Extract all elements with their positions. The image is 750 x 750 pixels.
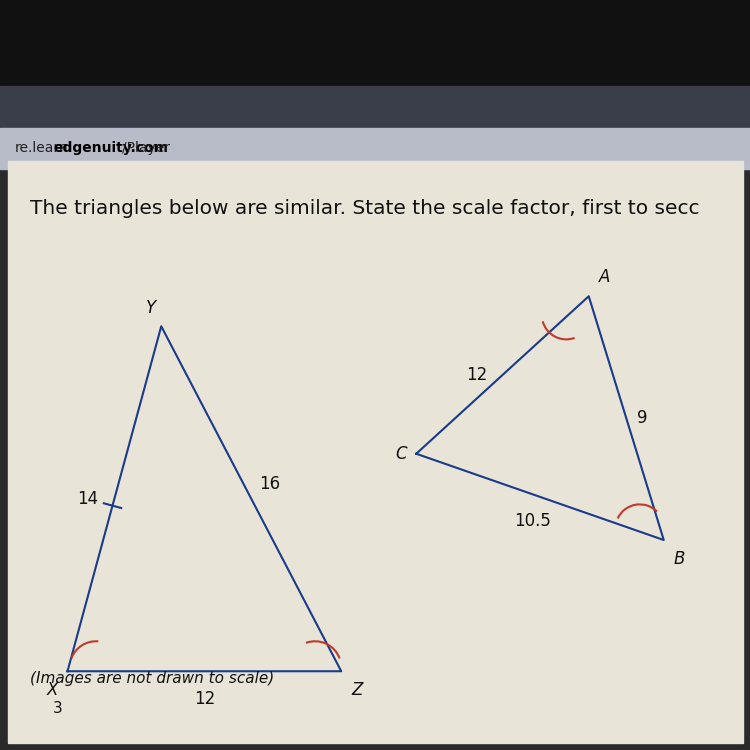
- Bar: [0, 86, 750, 128]
- Text: re.learn.: re.learn.: [15, 141, 73, 155]
- Text: 9: 9: [638, 410, 648, 428]
- Text: 14: 14: [76, 490, 98, 508]
- Text: 3: 3: [53, 701, 62, 716]
- Text: X: X: [46, 681, 58, 699]
- Text: (Images are not drawn to scale): (Images are not drawn to scale): [30, 671, 274, 686]
- Text: A: A: [598, 268, 610, 286]
- Text: 16: 16: [259, 475, 280, 493]
- Text: B: B: [674, 550, 685, 568]
- Bar: [8, 161, 742, 742]
- Text: The triangles below are similar. State the scale factor, first to secc: The triangles below are similar. State t…: [30, 199, 700, 218]
- Text: 12: 12: [466, 366, 488, 384]
- Text: 10.5: 10.5: [514, 512, 551, 530]
- Text: C: C: [394, 445, 406, 463]
- Text: Z: Z: [351, 681, 362, 699]
- Text: edgenuity.com: edgenuity.com: [53, 141, 168, 155]
- Text: /Player: /Player: [122, 141, 170, 155]
- Text: 12: 12: [194, 690, 215, 708]
- Bar: [0, 128, 750, 169]
- Bar: [0, 0, 750, 86]
- Text: Y: Y: [146, 298, 157, 316]
